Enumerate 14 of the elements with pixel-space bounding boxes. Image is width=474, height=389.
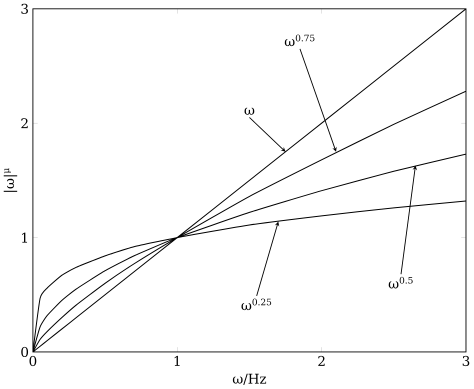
y-tick-label: 1 xyxy=(22,232,28,243)
x-tick-label: 2 xyxy=(318,356,325,366)
annotation: ω$^{0.75}$ xyxy=(284,34,314,46)
y-tick-label: 0 xyxy=(21,347,28,358)
x-tick-label: 3 xyxy=(462,356,470,366)
y-tick-label: 3 xyxy=(21,4,28,14)
y-axis-title: |ω|$^{μ}$ xyxy=(4,168,18,192)
annotation: ω xyxy=(244,108,254,116)
x-tick-label: 1 xyxy=(174,356,180,366)
annotation: ω$^{0.5}$ xyxy=(388,277,413,289)
y-tick-label: 2 xyxy=(21,118,28,128)
x-axis-title: ω/Hz xyxy=(232,374,266,386)
x-tick-label: 0 xyxy=(30,356,36,366)
annotation: ω$^{0.25}$ xyxy=(242,298,272,310)
